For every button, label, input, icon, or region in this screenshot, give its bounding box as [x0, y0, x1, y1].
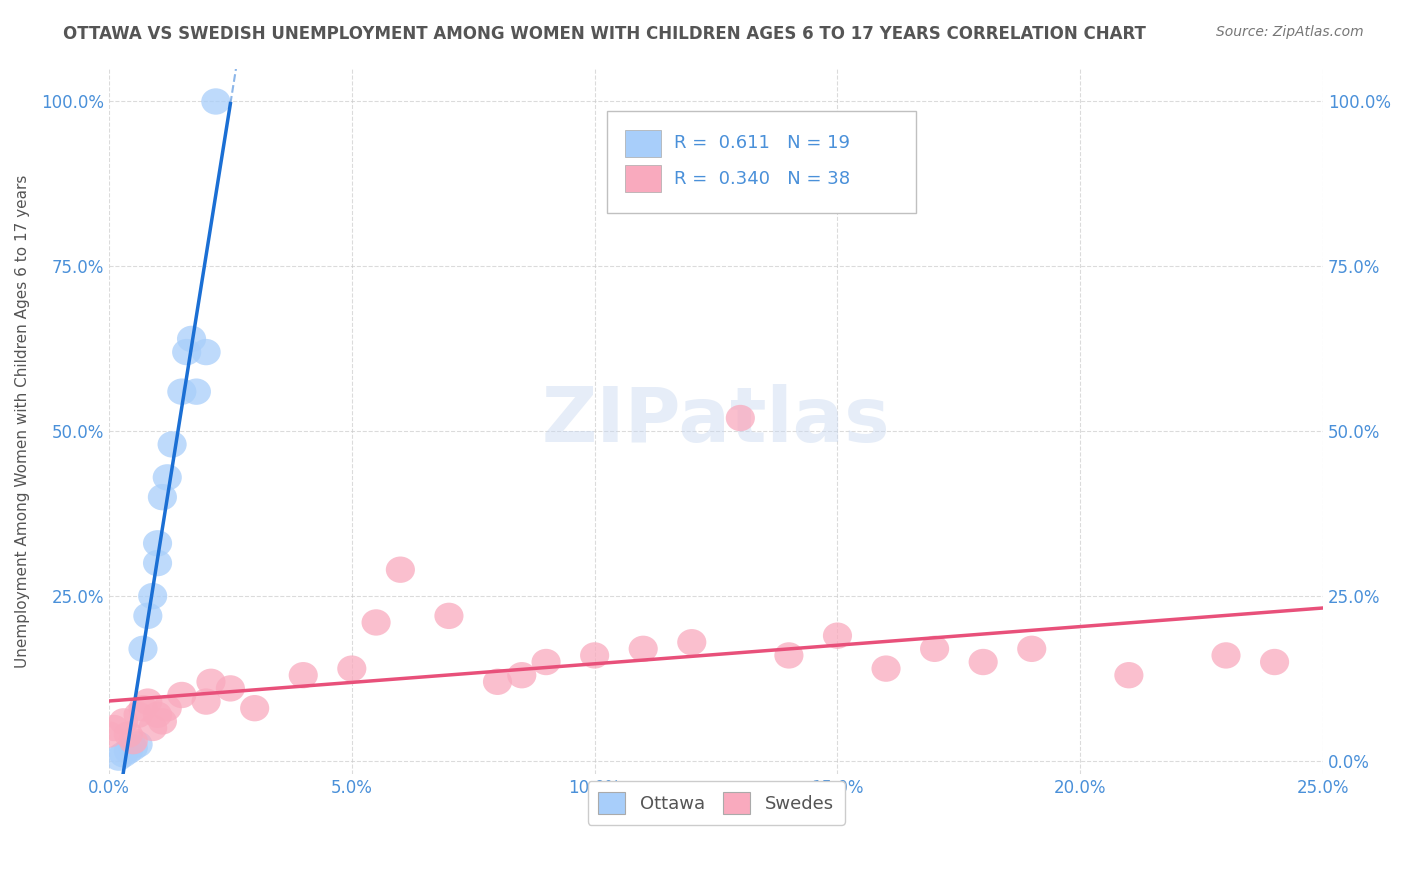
- Ellipse shape: [114, 738, 143, 764]
- Ellipse shape: [361, 609, 391, 636]
- Ellipse shape: [1115, 662, 1143, 689]
- Ellipse shape: [920, 636, 949, 662]
- Text: R =  0.340   N = 38: R = 0.340 N = 38: [673, 169, 849, 187]
- Ellipse shape: [678, 629, 706, 656]
- Ellipse shape: [134, 689, 163, 714]
- Ellipse shape: [337, 656, 367, 681]
- Ellipse shape: [138, 714, 167, 741]
- Ellipse shape: [128, 636, 157, 662]
- Y-axis label: Unemployment Among Women with Children Ages 6 to 17 years: Unemployment Among Women with Children A…: [15, 175, 30, 668]
- Ellipse shape: [143, 549, 172, 576]
- Ellipse shape: [215, 675, 245, 702]
- Ellipse shape: [240, 695, 269, 722]
- Ellipse shape: [100, 714, 128, 741]
- Ellipse shape: [581, 642, 609, 669]
- Ellipse shape: [114, 722, 143, 747]
- Ellipse shape: [138, 582, 167, 609]
- Bar: [626, 130, 661, 157]
- Ellipse shape: [128, 695, 157, 722]
- Text: R =  0.611   N = 19: R = 0.611 N = 19: [673, 135, 849, 153]
- Ellipse shape: [181, 378, 211, 405]
- Ellipse shape: [531, 648, 561, 675]
- Ellipse shape: [1017, 636, 1046, 662]
- Legend: Ottawa, Swedes: Ottawa, Swedes: [588, 781, 845, 825]
- Bar: [626, 165, 661, 192]
- Text: OTTAWA VS SWEDISH UNEMPLOYMENT AMONG WOMEN WITH CHILDREN AGES 6 TO 17 YEARS CORR: OTTAWA VS SWEDISH UNEMPLOYMENT AMONG WOM…: [63, 25, 1146, 43]
- Ellipse shape: [191, 689, 221, 714]
- Ellipse shape: [288, 662, 318, 689]
- Ellipse shape: [153, 695, 181, 722]
- Text: ZIPatlas: ZIPatlas: [541, 384, 890, 458]
- Ellipse shape: [1212, 642, 1240, 669]
- Ellipse shape: [969, 648, 998, 675]
- Ellipse shape: [177, 326, 207, 352]
- Ellipse shape: [143, 530, 172, 557]
- Ellipse shape: [153, 464, 181, 491]
- Ellipse shape: [1260, 648, 1289, 675]
- Ellipse shape: [823, 623, 852, 648]
- Ellipse shape: [385, 557, 415, 582]
- Ellipse shape: [172, 339, 201, 365]
- Ellipse shape: [118, 728, 148, 755]
- Ellipse shape: [482, 669, 512, 695]
- Ellipse shape: [191, 339, 221, 365]
- Ellipse shape: [167, 378, 197, 405]
- Ellipse shape: [124, 702, 153, 728]
- Ellipse shape: [434, 603, 464, 629]
- Ellipse shape: [197, 669, 225, 695]
- FancyBboxPatch shape: [607, 111, 917, 213]
- Ellipse shape: [201, 88, 231, 115]
- Ellipse shape: [143, 702, 172, 728]
- Ellipse shape: [775, 642, 803, 669]
- Ellipse shape: [148, 484, 177, 510]
- Ellipse shape: [508, 662, 536, 689]
- Text: Source: ZipAtlas.com: Source: ZipAtlas.com: [1216, 25, 1364, 39]
- Ellipse shape: [134, 603, 163, 629]
- Ellipse shape: [725, 405, 755, 431]
- Ellipse shape: [94, 722, 124, 747]
- Ellipse shape: [124, 731, 153, 757]
- Ellipse shape: [167, 681, 197, 708]
- Ellipse shape: [110, 741, 138, 767]
- Ellipse shape: [104, 745, 134, 771]
- Ellipse shape: [157, 431, 187, 458]
- Ellipse shape: [110, 708, 138, 734]
- Ellipse shape: [148, 708, 177, 734]
- Ellipse shape: [872, 656, 901, 681]
- Ellipse shape: [118, 734, 148, 761]
- Ellipse shape: [628, 636, 658, 662]
